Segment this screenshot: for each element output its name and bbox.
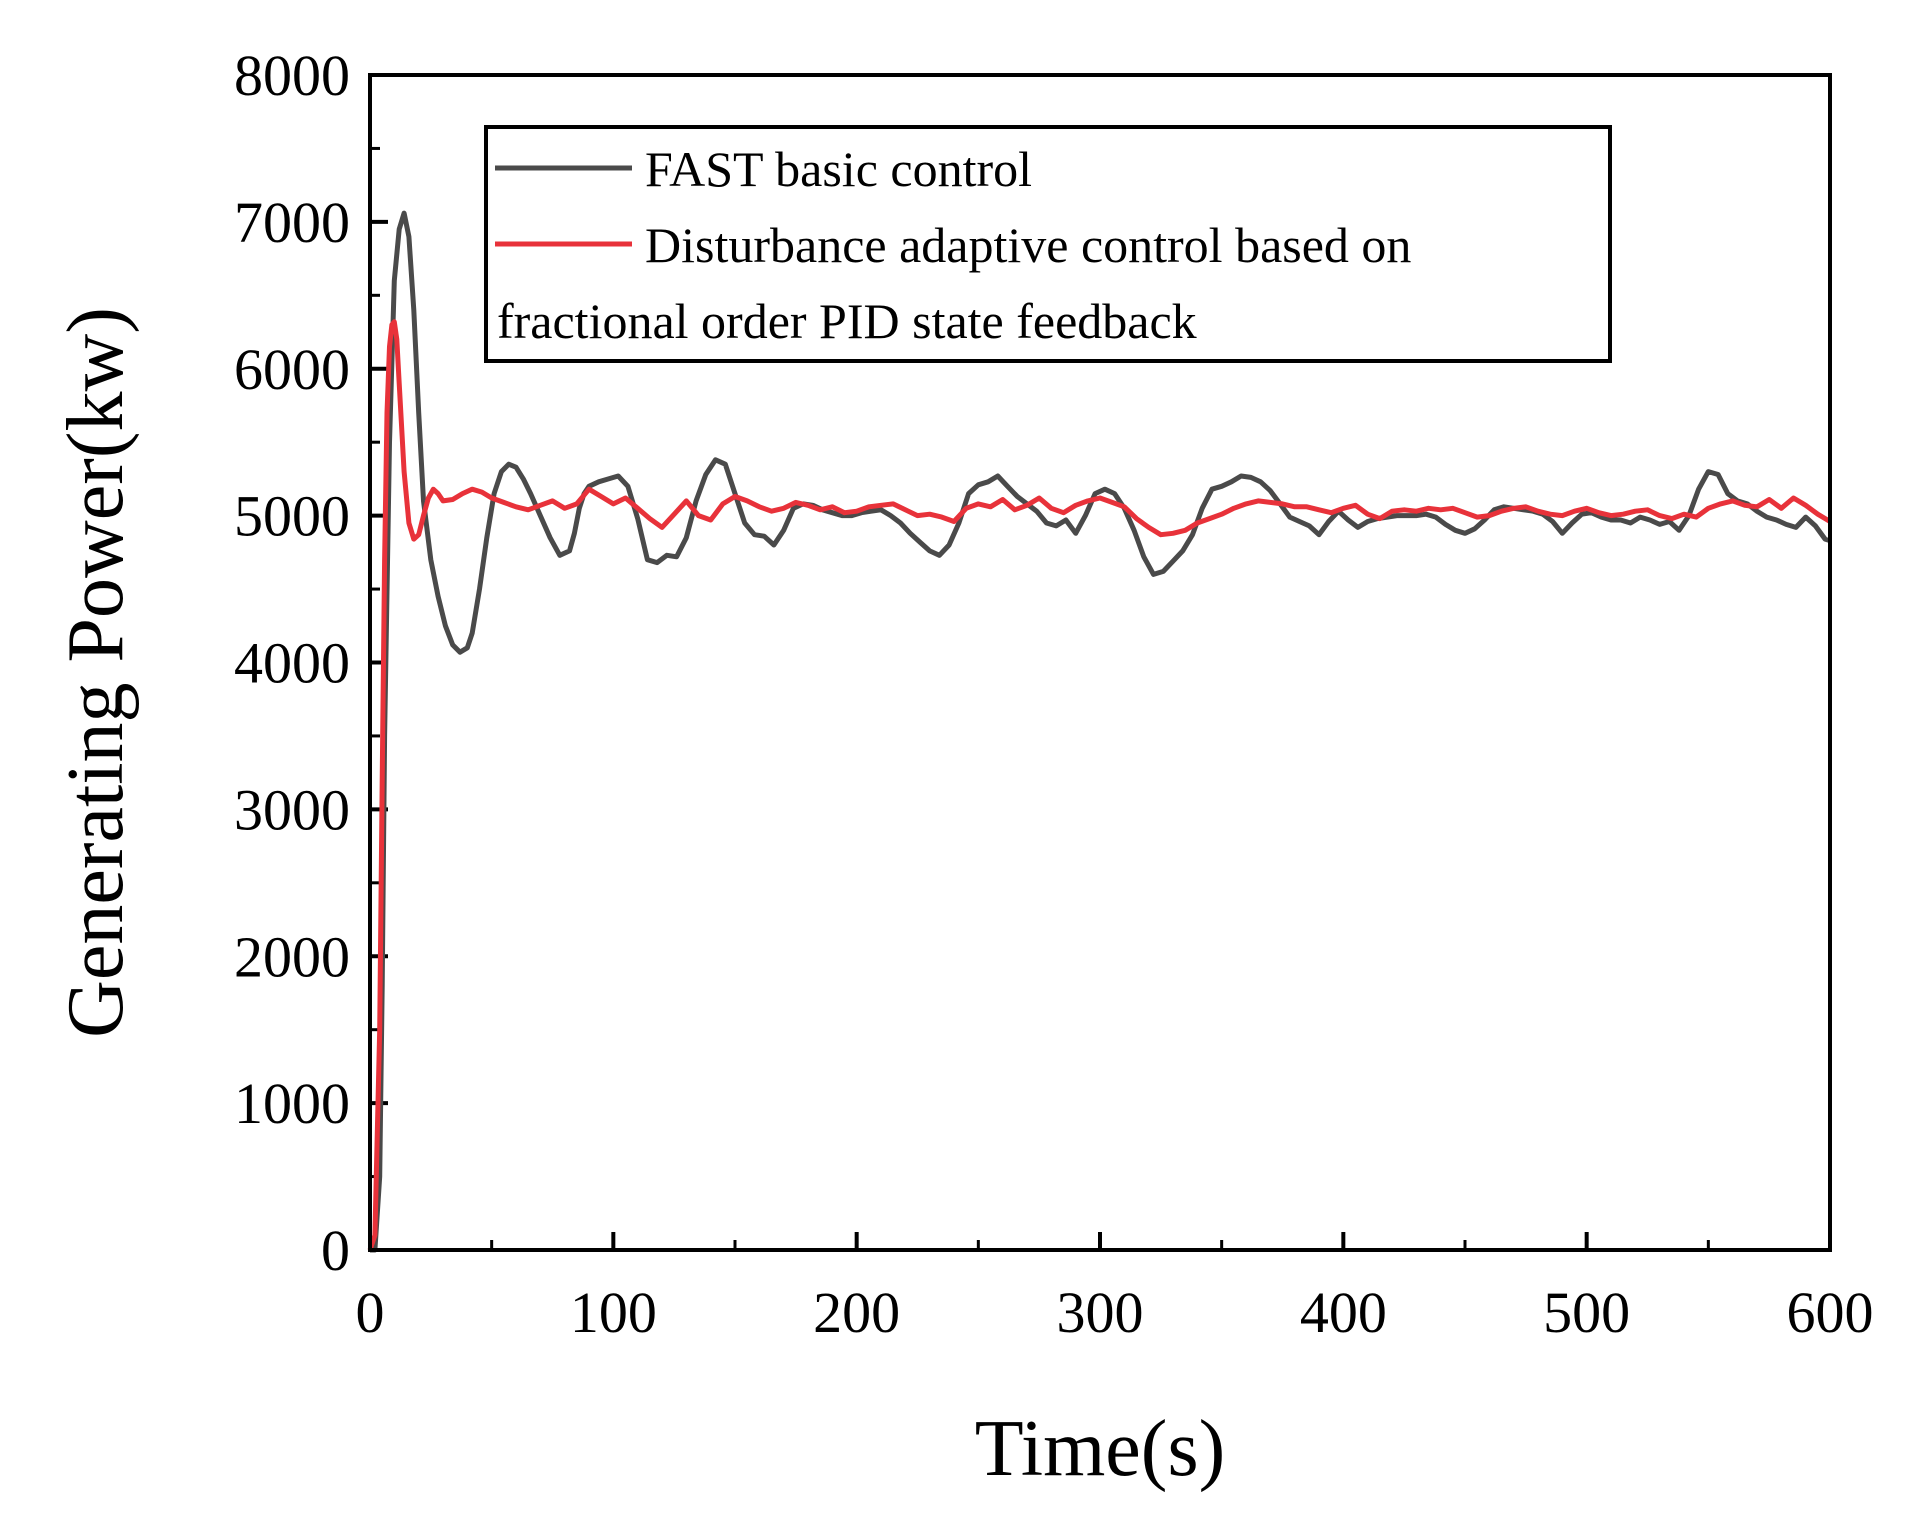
series-layer (367, 210, 1832, 1253)
y-axis-title: Generating Power(kw) (52, 307, 140, 1038)
series-line-fast-basic-control (370, 210, 1831, 1253)
series-line-disturbance-adaptive-control (367, 319, 1832, 1251)
legend-label-disturbance-adaptive-control-line1: Disturbance adaptive control based on (645, 217, 1411, 273)
x-axis-ticks: 0 100 200 300 400 500 600 (356, 1232, 1874, 1345)
x-tick-label: 100 (570, 1280, 657, 1345)
legend-box (484, 125, 1612, 363)
x-tick-label: 300 (1057, 1280, 1144, 1345)
y-tick-label: 3000 (234, 777, 350, 842)
x-tick-label: 500 (1543, 1280, 1630, 1345)
x-tick-label: 200 (813, 1280, 900, 1345)
x-tick-label: 400 (1300, 1280, 1387, 1345)
legend: FAST basic control Disturbance adaptive … (484, 125, 1612, 363)
y-tick-label: 7000 (234, 190, 350, 255)
y-tick-label: 0 (321, 1218, 350, 1283)
y-tick-label: 5000 (234, 484, 350, 549)
y-tick-label: 1000 (234, 1071, 350, 1136)
x-tick-label: 0 (356, 1280, 385, 1345)
y-tick-label: 4000 (234, 631, 350, 696)
y-tick-label: 8000 (234, 43, 350, 108)
x-axis-title: Time(s) (975, 1405, 1225, 1493)
y-axis-ticks: 0 1000 2000 3000 4000 5000 6000 7000 8000 (234, 43, 388, 1283)
legend-label-disturbance-adaptive-control-line2: fractional order PID state feedback (497, 293, 1197, 349)
y-tick-label: 2000 (234, 924, 350, 989)
x-tick-label: 600 (1787, 1280, 1874, 1345)
legend-label-fast-basic-control: FAST basic control (645, 141, 1032, 197)
plot-frame (368, 73, 1832, 1252)
y-tick-label: 6000 (234, 337, 350, 402)
